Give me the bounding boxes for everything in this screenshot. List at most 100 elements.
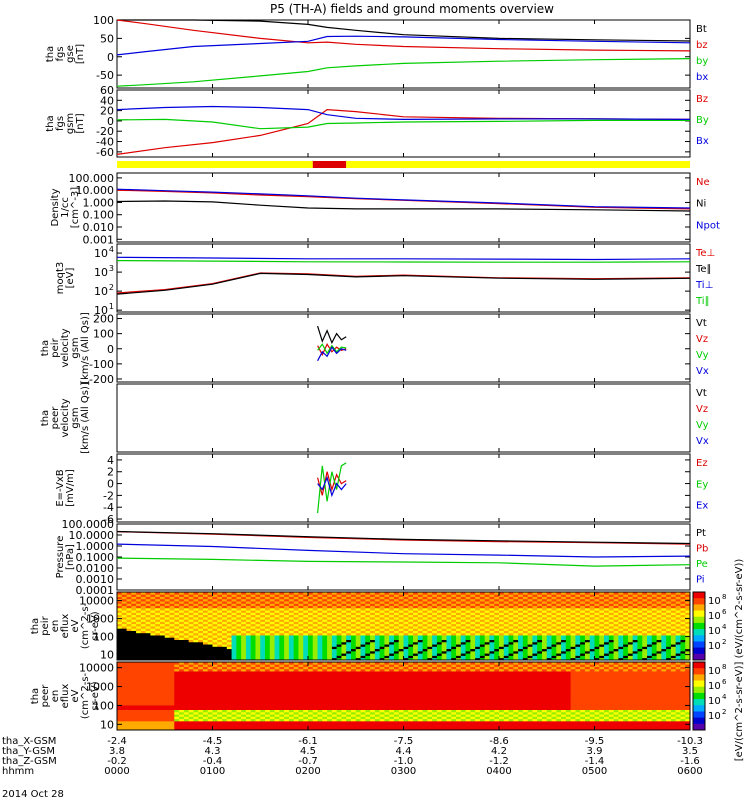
panel-9: 10000 1000 100 10 tha peer en eflux eV (cm^2-s-sr… (30, 661, 691, 731)
ylabel-2-1: 1/cc (60, 197, 71, 218)
series-1-Bz (116, 108, 691, 155)
colorbar-cell-0-9 (693, 647, 705, 655)
ylabel-5-2: velocity (60, 398, 71, 437)
panel-6: 420-2-4-6 E=-VxB [mV/m] Ez Ey Ex (55, 453, 708, 526)
series-0-Bt (117, 19, 691, 42)
orbit-value-3-4: 0400 (486, 766, 511, 777)
colorbar-cell-1-10 (693, 723, 705, 731)
panel-frame-6 (116, 453, 691, 523)
orbit-value-3-6: 0600 (677, 766, 702, 777)
legend-2-0: Ne (696, 177, 710, 188)
series-7-Pe (116, 557, 691, 567)
ylabel-2-0: Density (50, 188, 61, 226)
legend-5-0: Vt (696, 388, 707, 399)
colorbar-tick-1-2: 10 (708, 696, 721, 707)
spectrogram-electron (117, 662, 691, 731)
panel-frame-1 (116, 89, 691, 158)
ylabel-4-0: tha (40, 340, 51, 356)
series-3-Ti⊥ (116, 256, 691, 261)
series-3-Ti∥ (116, 260, 691, 263)
legend-1-2: Bx (696, 136, 709, 147)
series-4-Vy (317, 343, 347, 355)
colorbar-cell-1-2 (693, 674, 705, 682)
panel-frame-0 (116, 19, 691, 89)
ytick-label-1-2: 20 (100, 105, 114, 118)
colorbar-tick-exp-1-1: 6 (722, 678, 727, 686)
ytick-exp-3-3: 1 (109, 302, 114, 311)
ylabel-1-0: tha (45, 115, 56, 131)
ytick-label-1-3: 0 (107, 115, 114, 128)
legend-4-0: Vt (696, 318, 707, 329)
chart-title: P5 (TH-A) fields and ground moments over… (270, 2, 554, 16)
ylabel-5-4: [km/s (All Qs)] (80, 382, 91, 454)
panel-4: 200 100 0 -100 -200 tha peir velocity gsm [km/s (… (40, 312, 709, 386)
colorbar-cell-0-4 (693, 616, 705, 624)
ytick-label-1-4: -20 (96, 125, 114, 138)
legend-7-2: Pe (696, 559, 708, 570)
colorbar: 10 810 610 410 210 810 610 410 2 [eV/(cm^2-s-sr-e… (692, 559, 745, 762)
legend-2-2: Npot (696, 220, 720, 231)
ylabel-7-0: Pressure (55, 536, 66, 579)
orbit-value-1-6: 3.5 (682, 746, 698, 757)
ylabel-4-1: peir (50, 337, 61, 357)
orbit-row-label-0: tha_X-GSM (2, 736, 56, 747)
colorbar-tick-exp-1-0: 8 (722, 663, 726, 671)
ytick-label-7-1: 10.0000 (69, 529, 115, 542)
ylabel-0-0: tha (45, 46, 56, 62)
series-6-Ex (317, 475, 347, 498)
orbit-value-2-4: -1.2 (489, 756, 509, 767)
ytick-label-1-1: 40 (100, 94, 114, 107)
panel-5: tha peer velocity gsm [km/s (All Qs)] Vt Vz Vy V… (40, 382, 709, 454)
series-7-Pt (116, 530, 691, 545)
panel-8: 10000 1000 100 10 tha peir en eflux eV (cm^2-s-sr… (30, 591, 691, 662)
panel-0: 100 50 0 -50 tha fgs gse [nT] Bt bz by bx (45, 14, 708, 89)
colorbar-cell-1-4 (693, 686, 705, 694)
colorbar-cell-0-6 (693, 629, 705, 636)
colorbar-cell-1-7 (693, 705, 705, 712)
colorbar-tick-0-3: 10 (708, 641, 721, 652)
colorbar-tick-exp-1-2: 4 (722, 693, 727, 701)
legend-3-1: Te∥ (695, 264, 712, 275)
ylabel-8-3: eflux (60, 614, 71, 639)
legend-0-3: bx (696, 72, 708, 83)
ylabel-5-0: tha (40, 410, 51, 426)
ylabel-0-3: [nT] (75, 44, 86, 64)
orbit-value-1-0: 3.8 (109, 746, 125, 757)
orbit-annotations: tha_X-GSM -2.4 -4.5 -6.1 -7.5 -8.6 -9.5 -10.3 th… (2, 736, 703, 777)
orbit-value-3-1: 0100 (200, 766, 225, 777)
orbit-value-0-2: -6.1 (298, 736, 318, 747)
ytick-label-4-0: 200 (93, 313, 114, 326)
colorbar-cell-0-0 (693, 592, 705, 599)
series-0-bx (116, 35, 691, 56)
colorbar-cell-0-5 (693, 622, 705, 630)
ylabel-5-1: peer (50, 406, 61, 430)
orbit-value-2-1: -0.4 (203, 756, 223, 767)
ylabel-9-0: tha (30, 688, 41, 704)
ytick-label-0-3: -50 (96, 69, 114, 82)
state-segment-0 (117, 161, 313, 168)
ytick-label-8-3: 10 (100, 649, 114, 662)
ytick-label-6-0: 4 (107, 454, 114, 467)
legend-7-3: Pi (696, 575, 705, 586)
series-6-Ez (317, 471, 347, 496)
colorbar-label: [eV/(cm^2-s-sr-eV)] (eV/(cm^2-s-sr-eV)) (734, 559, 745, 762)
orbit-value-3-5: 0500 (582, 766, 607, 777)
orbit-value-0-5: -9.5 (585, 736, 605, 747)
ytick-label-9-2: 100 (93, 699, 114, 712)
ylabel-7-1: [nPa] (65, 544, 76, 570)
ylabel-6-1: [mV/m] (65, 469, 76, 507)
orbit-value-3-3: 0300 (391, 766, 416, 777)
colorbar-tick-1-3: 10 (708, 711, 721, 722)
series-0-bz (116, 19, 691, 52)
ylabel-3-0: moqt3 (55, 262, 66, 295)
ytick-label-1-6: -60 (96, 146, 114, 159)
ytick-label-8-2: 100 (93, 631, 114, 644)
ytick-label-7-4: 0.0100 (76, 562, 115, 575)
series-7-Pi (116, 543, 691, 558)
ylabel-5-3: gsm (70, 407, 81, 428)
colorbar-frame-0 (692, 591, 706, 661)
legend-7-1: Pb (696, 544, 708, 555)
orbit-value-0-4: -8.6 (489, 736, 509, 747)
